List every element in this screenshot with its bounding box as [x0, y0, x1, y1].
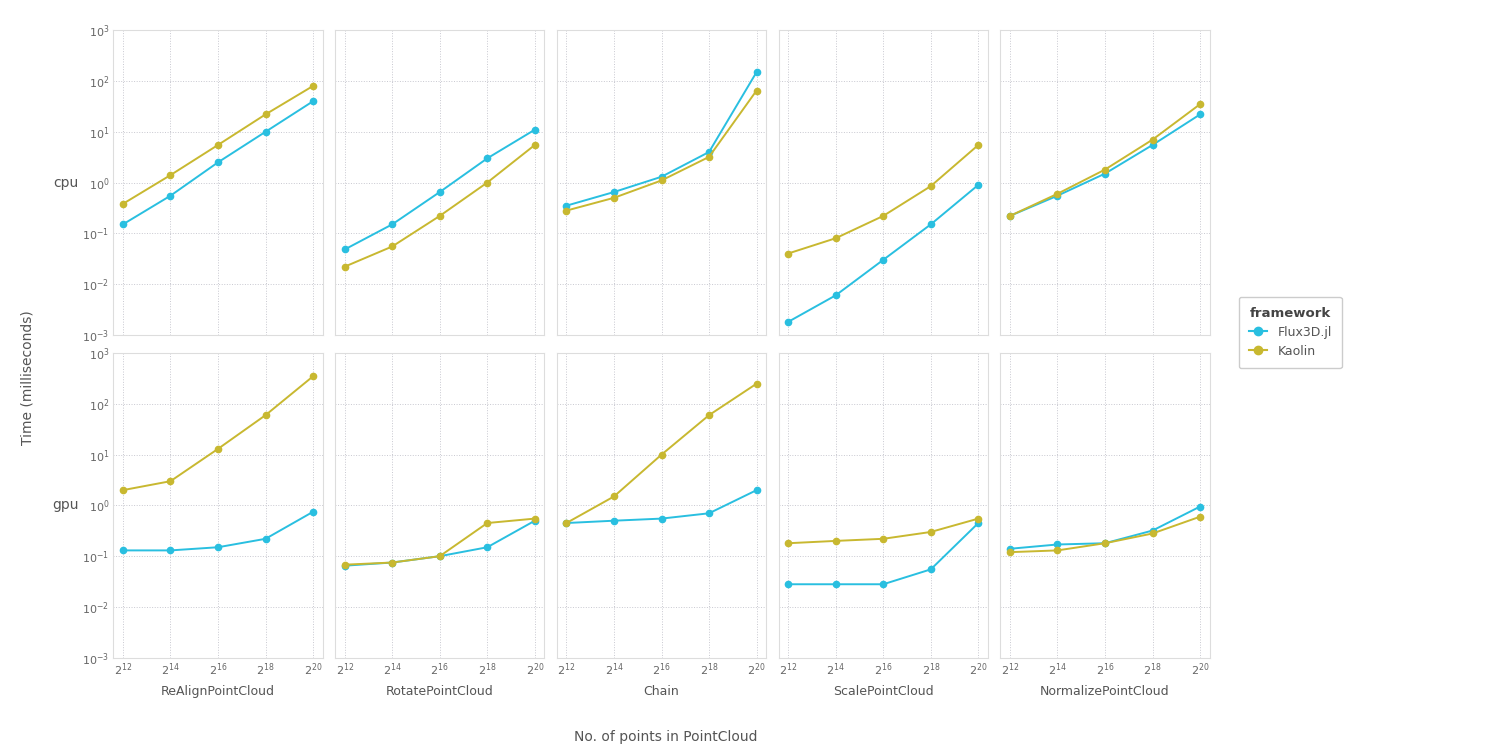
Text: gpu: gpu	[51, 498, 79, 513]
X-axis label: ReAlignPointCloud: ReAlignPointCloud	[160, 686, 275, 699]
X-axis label: NormalizePointCloud: NormalizePointCloud	[1040, 686, 1170, 699]
Legend: Flux3D.jl, Kaolin: Flux3D.jl, Kaolin	[1238, 297, 1341, 368]
Text: No. of points in PointCloud: No. of points in PointCloud	[573, 730, 758, 744]
X-axis label: ScalePointCloud: ScalePointCloud	[833, 686, 933, 699]
Text: cpu: cpu	[53, 175, 79, 190]
X-axis label: RotatePointCloud: RotatePointCloud	[386, 686, 493, 699]
Text: Time (milliseconds): Time (milliseconds)	[20, 311, 35, 445]
X-axis label: Chain: Chain	[644, 686, 679, 699]
